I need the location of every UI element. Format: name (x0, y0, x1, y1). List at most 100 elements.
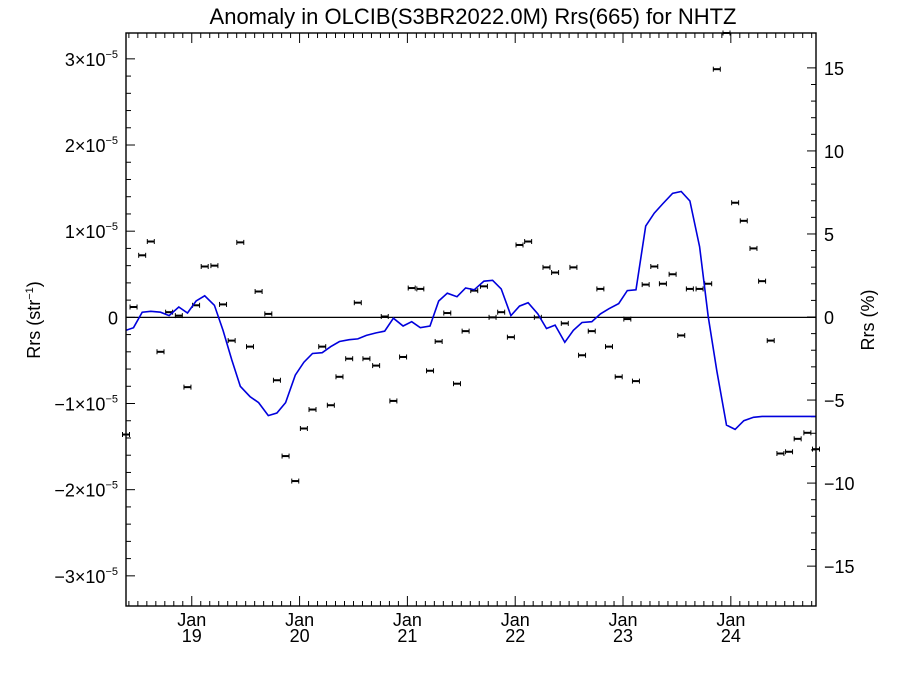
data-point (785, 449, 794, 455)
y-right-tick-label: 0 (824, 308, 834, 328)
data-point (515, 242, 524, 248)
y-left-tick-mantissa: −3×10 (54, 567, 105, 587)
data-point (129, 304, 138, 310)
data-point (668, 271, 677, 277)
data-point (380, 313, 389, 319)
y-left-tick-exponent: −5 (105, 49, 118, 61)
data-point (749, 245, 758, 251)
data-point (416, 286, 425, 292)
data-point (389, 398, 398, 404)
data-point (623, 316, 632, 322)
y-left-tick-mantissa: −2×10 (54, 481, 105, 501)
y-left-tick-exponent: −5 (105, 221, 118, 233)
data-point (497, 309, 506, 315)
data-point (434, 338, 443, 344)
data-point (353, 300, 362, 306)
data-point (803, 430, 812, 436)
data-point (479, 283, 488, 289)
data-point (299, 425, 308, 431)
x-tick-year-label: 20 (290, 626, 310, 646)
data-point (506, 334, 515, 340)
data-point (245, 344, 254, 350)
x-tick-year-label: 22 (505, 626, 525, 646)
data-point (236, 239, 245, 245)
y-left-tick-mantissa: 3×10 (65, 50, 106, 70)
data-point (704, 281, 713, 287)
x-tick-month-label: Jan (177, 610, 206, 630)
y-left-tick-label: −2×10−5 (54, 480, 118, 501)
data-point (641, 282, 650, 288)
data-point (326, 402, 335, 408)
data-point (658, 281, 667, 287)
y-right-tick-label: −10 (824, 474, 855, 494)
data-point (695, 286, 704, 292)
data-point (407, 285, 416, 291)
data-point (542, 264, 551, 270)
y-left-tick-mantissa: 2×10 (65, 136, 106, 156)
x-tick-year-label: 21 (397, 626, 417, 646)
data-point (631, 378, 640, 384)
data-point (254, 288, 263, 294)
y-right-tick-label: −5 (824, 391, 845, 411)
x-tick-month-label: Jan (285, 610, 314, 630)
y-right-tick-label: 15 (824, 59, 844, 79)
data-point (587, 328, 596, 334)
plot-frame (125, 32, 817, 607)
data-point (758, 278, 767, 284)
data-point (739, 218, 748, 224)
data-point (685, 286, 694, 292)
y-axis-left-label-text: Rrs (str (24, 300, 44, 359)
data-point (461, 328, 470, 334)
data-point (210, 263, 219, 269)
y-axis-left-label: Rrs (str−1) (24, 281, 44, 359)
y-right-tick-label: −15 (824, 557, 855, 577)
data-point (452, 381, 461, 387)
data-point (766, 338, 775, 344)
y-left-tick-label: 3×10−5 (65, 49, 118, 70)
y-left-tick-label: 0 (108, 308, 118, 328)
data-point (362, 356, 371, 362)
y-left-tick-mantissa: 1×10 (65, 222, 106, 242)
data-point (156, 349, 165, 355)
y-left-tick-mantissa: −1×10 (54, 395, 105, 415)
data-point (200, 264, 209, 270)
data-point (146, 239, 155, 245)
data-point (183, 384, 192, 390)
data-point (551, 270, 560, 276)
x-tick-month-label: Jan (609, 610, 638, 630)
data-point (443, 310, 452, 316)
data-point (227, 338, 236, 344)
x-tick-year-label: 19 (182, 626, 202, 646)
data-point (281, 453, 290, 459)
data-point (488, 314, 497, 320)
data-point (138, 252, 147, 258)
y-left-tick-label: 2×10−5 (65, 135, 118, 156)
x-tick-year-label: 23 (613, 626, 633, 646)
data-point (291, 478, 300, 484)
y-axis-left-label-close: ) (24, 281, 44, 287)
data-point (793, 436, 802, 442)
y-left-tick-exponent: −5 (105, 394, 118, 406)
data-point (560, 320, 569, 326)
data-point (399, 354, 408, 360)
data-point (712, 66, 721, 72)
y-right-tick-label: 10 (824, 142, 844, 162)
data-point (614, 374, 623, 380)
y-axis-tick-labels: 3×10−52×10−51×10−50−1×10−5−2×10−5−3×10−5… (54, 49, 854, 587)
y-right-tick-label: 5 (824, 225, 834, 245)
data-point (650, 264, 659, 270)
y-axis-right-label: Rrs (%) (858, 290, 878, 351)
data-point (569, 264, 578, 270)
data-point (426, 368, 435, 374)
data-point (345, 356, 354, 362)
chart-title: Anomaly in OLCIB(S3BR2022.0M) Rrs(665) f… (210, 4, 737, 29)
y-left-tick-exponent: −5 (105, 480, 118, 492)
y-axis-left-label-sup: −1 (24, 287, 36, 300)
data-point (596, 286, 605, 292)
x-tick-month-label: Jan (501, 610, 530, 630)
data-points (122, 30, 820, 484)
x-tick-year-label: 24 (721, 626, 741, 646)
y-left-tick-exponent: −5 (105, 566, 118, 578)
